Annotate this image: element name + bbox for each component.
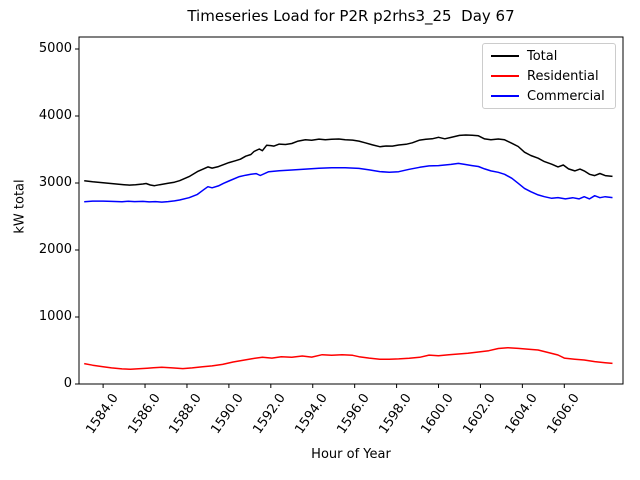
y-tick-label: 4000 xyxy=(38,107,72,123)
series-line-residential xyxy=(84,346,613,371)
series-line-commercial xyxy=(84,162,613,203)
series-line-total xyxy=(84,134,613,187)
y-tick-label: 3000 xyxy=(38,174,72,190)
x-axis-label: Hour of Year xyxy=(311,447,391,462)
y-tick-label: 0 xyxy=(63,376,72,391)
residential-line-swatch xyxy=(491,75,519,77)
legend-entry-total: Total xyxy=(483,49,615,64)
axes-frame xyxy=(78,36,624,385)
y-tick-label: 5000 xyxy=(38,40,72,56)
chart-title: Timeseries Load for P2R p2rhs3_25 Day 67 xyxy=(187,7,515,25)
legend-entry-commercial: Commercial xyxy=(483,89,615,104)
legend-entry-residential: Residential xyxy=(483,69,615,84)
legend: Total Residential Commercial xyxy=(482,43,616,109)
commercial-line-swatch xyxy=(491,95,519,97)
y-tick-label: 2000 xyxy=(38,241,72,257)
y-tick-label: 1000 xyxy=(38,308,72,324)
legend-label-commercial: Commercial xyxy=(527,88,605,104)
legend-label-residential: Residential xyxy=(527,68,599,84)
total-line-swatch xyxy=(491,55,519,57)
legend-label-total: Total xyxy=(527,48,558,64)
